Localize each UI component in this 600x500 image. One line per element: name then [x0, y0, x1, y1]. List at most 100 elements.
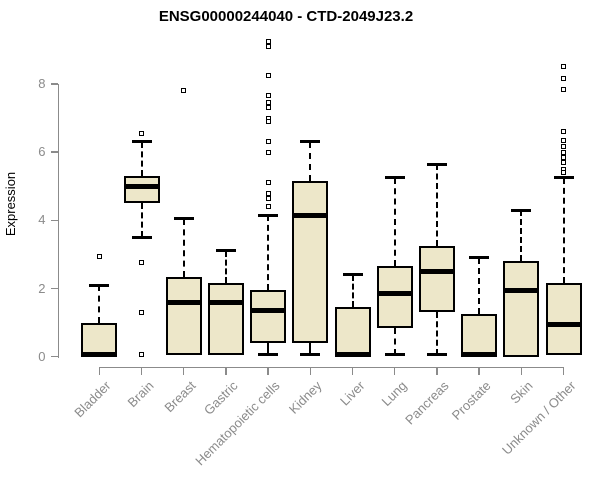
box-skin: [503, 261, 540, 357]
outlier-point: [265, 93, 271, 99]
x-axis-tick: [520, 368, 523, 375]
box-liver: [334, 307, 371, 357]
outlier-point: [265, 72, 271, 78]
outlier-point: [265, 149, 271, 155]
outlier-point: [561, 170, 566, 176]
median-line: [292, 212, 329, 218]
outlier-point: [139, 309, 144, 315]
outlier-point: [265, 43, 271, 49]
x-axis-tick: [267, 368, 269, 375]
upper-whisker: [98, 285, 101, 323]
lower-whisker: [309, 343, 312, 355]
lower-whisker-cap: [384, 353, 405, 357]
x-axis-tick: [182, 368, 185, 375]
upper-whisker: [182, 218, 185, 277]
x-axis-tick: [393, 368, 396, 375]
upper-whisker-cap: [89, 283, 110, 287]
median-line: [165, 299, 202, 305]
upper-whisker-cap: [300, 140, 321, 144]
y-axis-label: Expression: [3, 171, 18, 237]
y-tick-label: 2: [38, 280, 46, 296]
upper-whisker: [224, 250, 227, 284]
upper-whisker: [267, 215, 270, 291]
outlier-point: [181, 88, 187, 94]
lower-whisker-cap: [131, 235, 152, 239]
upper-whisker-cap: [173, 217, 194, 221]
box-gastric: [207, 283, 244, 355]
median-line: [418, 268, 455, 274]
median-line: [503, 287, 540, 293]
outlier-point: [265, 38, 271, 44]
upper-whisker: [478, 257, 481, 315]
x-axis-tick: [98, 368, 101, 375]
box-pancreas: [418, 245, 455, 313]
upper-whisker-cap: [342, 273, 363, 277]
y-tick-label: 8: [38, 75, 46, 91]
x-axis-tick: [140, 368, 143, 375]
upper-whisker: [351, 274, 354, 308]
median-line: [207, 299, 244, 305]
outlier-point: [265, 139, 271, 145]
upper-whisker: [140, 141, 143, 176]
y-axis-tick: [50, 287, 58, 290]
median-line: [461, 352, 498, 358]
outlier-point: [265, 100, 271, 106]
outlier-point: [139, 260, 144, 266]
upper-whisker: [309, 141, 312, 182]
upper-whisker: [393, 177, 396, 267]
outlier-point: [561, 86, 566, 92]
outlier-point: [561, 137, 566, 143]
y-tick-label: 0: [38, 348, 46, 364]
box-breast: [165, 276, 202, 355]
upper-whisker-cap: [469, 256, 490, 260]
upper-whisker: [562, 177, 565, 284]
chart-title: ENSG00000244040 - CTD-2049J23.2: [158, 8, 414, 25]
median-line: [545, 321, 582, 327]
outlier-point: [561, 149, 566, 155]
upper-whisker-cap: [215, 249, 236, 253]
outlier-point: [561, 64, 566, 70]
x-axis-tick: [436, 368, 438, 375]
lower-whisker: [435, 312, 438, 355]
x-axis-line: [98, 366, 565, 368]
lower-whisker: [140, 203, 143, 238]
box-lung: [376, 266, 413, 328]
median-line: [376, 291, 413, 297]
median-line: [250, 308, 287, 314]
x-axis-tick: [562, 368, 565, 375]
x-axis-tick: [351, 368, 354, 375]
outlier-point: [265, 190, 271, 196]
box-brain: [123, 175, 160, 204]
outlier-point: [96, 253, 102, 259]
y-axis-line: [57, 84, 59, 359]
upper-whisker-cap: [426, 162, 447, 166]
outlier-point: [561, 159, 566, 165]
upper-whisker-cap: [384, 176, 405, 180]
median-line: [334, 352, 371, 358]
outlier-point: [561, 129, 566, 135]
outlier-point: [265, 180, 271, 186]
x-axis-tick: [225, 368, 227, 375]
outlier-point: [265, 105, 271, 111]
lower-whisker: [267, 343, 270, 355]
box-prostate: [461, 314, 498, 357]
lower-whisker-cap: [426, 353, 447, 357]
y-tick-label: 4: [38, 212, 46, 228]
y-axis-tick: [50, 355, 58, 358]
box-kidney: [292, 181, 329, 344]
upper-whisker: [435, 164, 438, 246]
upper-whisker-cap: [511, 208, 532, 212]
y-axis-tick: [50, 83, 58, 85]
box-hematopoietic-cells: [250, 290, 287, 344]
x-axis-tick: [309, 368, 312, 375]
outlier-point: [561, 144, 566, 150]
median-line: [123, 183, 160, 189]
lower-whisker-cap: [300, 353, 321, 357]
box-unknown-other: [545, 283, 582, 355]
y-tick-label: 6: [38, 144, 46, 160]
y-axis-tick: [50, 219, 58, 222]
median-line: [81, 352, 118, 358]
outlier-point: [265, 118, 271, 124]
upper-whisker: [520, 210, 523, 262]
x-axis-tick: [478, 368, 480, 375]
